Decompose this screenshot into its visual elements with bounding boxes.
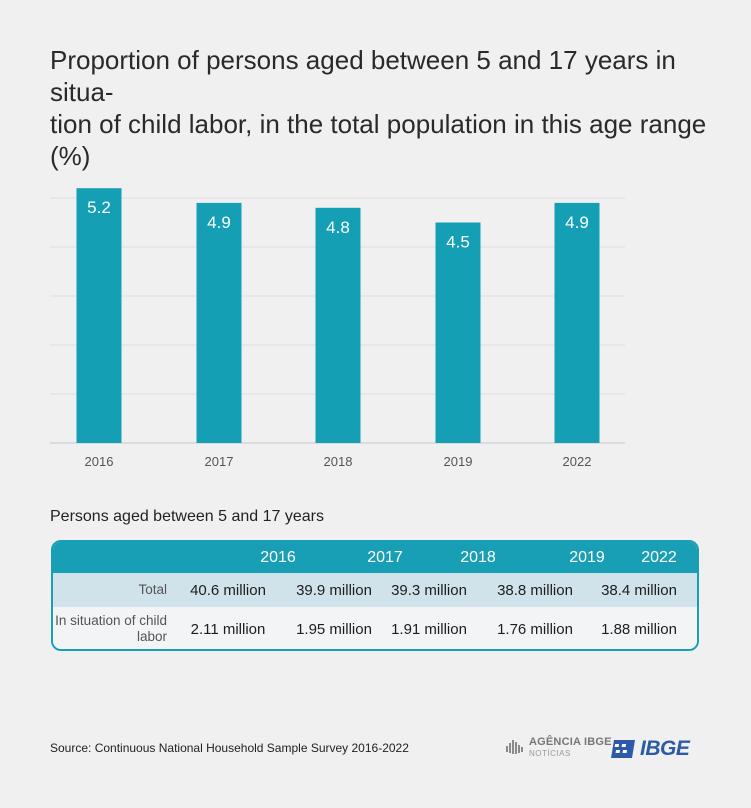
table-cell: 1.91 million (391, 620, 467, 638)
agencia-logo-line1: AGÊNCIA IBGE (529, 736, 612, 748)
x-tick-label: 2016 (85, 454, 114, 469)
x-tick-label: 2019 (444, 454, 473, 469)
table-cell: 39.3 million (391, 581, 467, 599)
bar-value-label: 5.2 (87, 198, 111, 217)
bar-value-label: 4.9 (207, 213, 231, 232)
bar-2019 (435, 222, 481, 443)
bar-chart: 5.2 2016 4.9 2017 4.8 2018 4.5 2019 4.9 2022 (50, 188, 625, 469)
table-cell: 38.4 million (601, 581, 677, 599)
title-line-3: (%) (50, 141, 91, 171)
bar-2016 (76, 188, 122, 443)
table-cell: 1.95 million (296, 620, 372, 638)
table-header-cell: 2016 (260, 548, 296, 566)
x-tick-label: 2018 (324, 454, 353, 469)
bar-2022 (554, 202, 600, 443)
ibge-emblem-icon (611, 740, 635, 758)
table-header-cell: 2022 (641, 548, 677, 566)
table-header-cell: 2017 (367, 548, 403, 566)
ibge-logo-text: IBGE (640, 737, 690, 760)
agencia-logo-line2: NOTÍCIAS (529, 749, 571, 758)
bar-value-label: 4.9 (565, 213, 589, 232)
table-cell: 39.9 million (296, 581, 372, 599)
table-cell: 1.76 million (497, 620, 573, 638)
table-cell: 38.8 million (497, 581, 573, 599)
table-cell: 1.88 million (601, 620, 677, 638)
table-header-row: 2016 2017 2018 2019 2022 (53, 542, 697, 573)
row-label-child-labor: In situation of child labor (55, 613, 167, 644)
agencia-bars-icon (506, 740, 523, 754)
table-cell: 40.6 million (190, 581, 266, 599)
source-note: Source: Continuous National Household Sa… (50, 741, 409, 755)
chart-title: Proportion of persons aged between 5 and… (50, 44, 720, 172)
table-caption: Persons aged between 5 and 17 years (50, 508, 324, 525)
x-tick-label: 2022 (563, 454, 592, 469)
row-label-total: Total (138, 582, 167, 597)
table-header-cell: 2018 (460, 548, 496, 566)
x-tick-label: 2017 (205, 454, 234, 469)
table-row-child-labor: In situation of child labor 2.11 million… (53, 607, 697, 649)
data-table: 2016 2017 2018 2019 2022 Total 40.6 mill… (51, 540, 699, 651)
bar-2017 (196, 202, 242, 443)
title-line-1: Proportion of persons aged between 5 and… (50, 45, 676, 107)
table-header-cell: 2019 (569, 548, 605, 566)
bar-value-label: 4.8 (326, 218, 350, 237)
table-cell: 2.11 million (190, 620, 266, 638)
agencia-ibge-logo: AGÊNCIA IBGE NOTÍCIAS (505, 737, 612, 759)
table-row-total: Total 40.6 million 39.9 million 39.3 mil… (53, 573, 697, 607)
bar-2018 (315, 207, 361, 443)
ibge-logo: IBGE (610, 737, 690, 761)
bar-value-label: 4.5 (446, 233, 470, 252)
title-line-2: tion of child labor, in the total popula… (50, 109, 707, 139)
